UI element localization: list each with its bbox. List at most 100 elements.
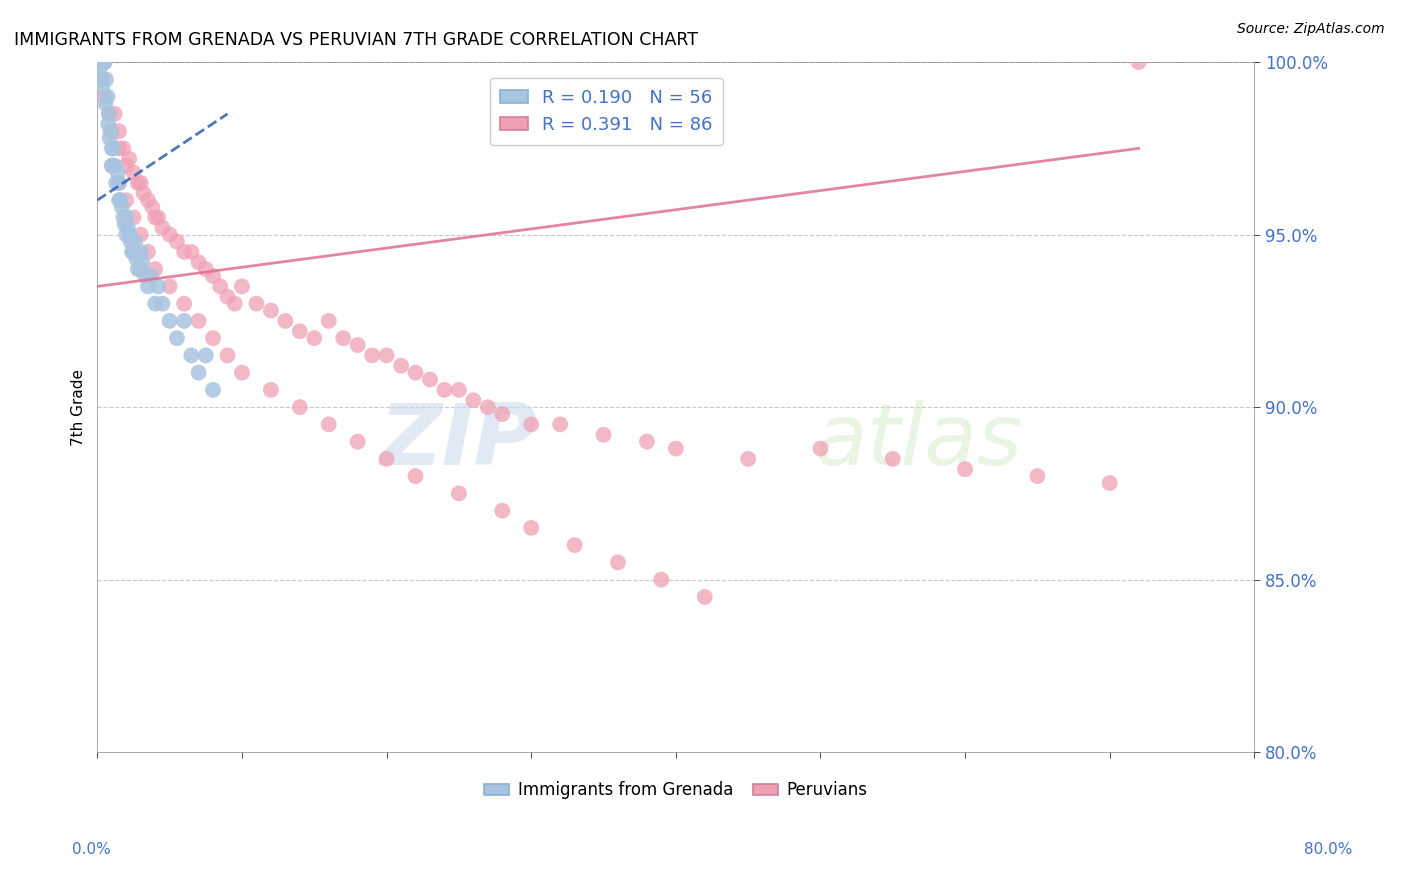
Point [405,366,427,380]
Point [159,227,181,242]
Point [217,348,239,362]
Point [98,131,121,145]
Point [159,279,181,293]
Point [447,486,470,500]
Text: Source: ZipAtlas.com: Source: ZipAtlas.com [1237,22,1385,37]
Point [104,159,127,173]
Point [209,279,232,293]
Point [110,193,132,207]
Point [1098,476,1121,491]
Point [98,124,121,138]
Point [89,55,111,70]
Point [607,555,630,569]
Point [104,107,127,121]
Point [143,211,166,225]
Point [143,296,166,310]
Point [87,55,110,70]
Point [152,220,174,235]
Point [115,159,138,173]
Point [120,235,142,249]
Point [187,366,209,380]
Point [520,521,543,535]
Point [93,89,115,103]
Point [139,268,162,283]
Point [127,262,149,277]
Point [93,55,115,70]
Point [117,220,139,235]
Point [90,55,112,70]
Point [636,434,658,449]
Point [346,434,368,449]
Point [101,159,124,173]
Point [810,442,832,456]
Point [115,193,138,207]
Point [146,211,169,225]
Point [491,407,513,421]
Point [118,227,141,242]
Point [108,124,131,138]
Point [134,268,156,283]
Point [187,314,209,328]
Point [548,417,571,432]
Point [288,324,311,338]
Point [166,331,188,345]
Point [111,200,134,214]
Point [245,296,267,310]
Point [304,331,326,345]
Point [108,141,131,155]
Point [260,383,283,397]
Point [564,538,586,552]
Point [129,176,152,190]
Point [107,165,129,179]
Point [90,72,112,87]
Point [419,373,441,387]
Point [520,417,543,432]
Point [318,314,340,328]
Point [166,235,188,249]
Point [90,72,112,87]
Point [159,314,181,328]
Point [105,176,128,190]
Point [152,296,174,310]
Point [91,79,114,94]
Point [447,383,470,397]
Point [125,252,148,266]
Point [194,348,217,362]
Point [491,503,513,517]
Point [173,296,195,310]
Y-axis label: 7th Grade: 7th Grade [72,368,86,446]
Point [114,217,136,231]
Point [108,176,131,190]
Point [122,165,145,179]
Point [127,176,149,190]
Point [202,268,225,283]
Point [1026,469,1049,483]
Point [97,107,120,121]
Legend: Immigrants from Grenada, Peruvians: Immigrants from Grenada, Peruvians [478,774,875,806]
Point [665,442,688,456]
Point [187,255,209,269]
Point [1128,55,1150,70]
Point [97,117,120,131]
Point [108,193,131,207]
Point [101,159,124,173]
Text: ZIP: ZIP [380,401,537,483]
Point [224,296,246,310]
Point [202,331,225,345]
Point [132,186,155,201]
Point [118,152,141,166]
Point [121,244,143,259]
Point [115,211,138,225]
Point [94,72,117,87]
Point [882,451,904,466]
Point [231,366,253,380]
Point [143,262,166,277]
Point [433,383,456,397]
Point [173,314,195,328]
Point [131,255,153,269]
Point [141,200,163,214]
Point [288,400,311,414]
Point [101,141,124,155]
Point [90,55,112,70]
Point [122,244,145,259]
